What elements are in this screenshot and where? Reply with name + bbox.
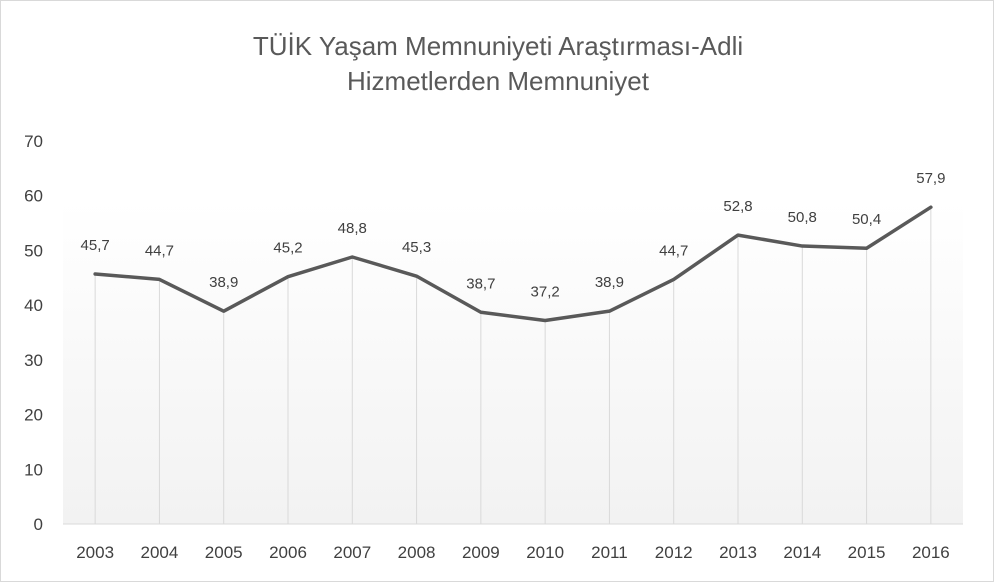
data-label: 48,8 xyxy=(338,220,367,237)
x-tick-label: 2011 xyxy=(591,543,628,562)
data-label: 38,9 xyxy=(595,274,624,291)
data-label: 50,4 xyxy=(852,211,881,228)
chart-title: TÜİK Yaşam Memnuniyeti Araştırması-Adli … xyxy=(1,29,994,99)
y-tick-label: 40 xyxy=(24,296,43,315)
plot-background xyxy=(63,201,963,524)
data-label: 50,8 xyxy=(788,209,817,226)
x-tick-label: 2003 xyxy=(76,543,114,562)
x-tick-label: 2006 xyxy=(269,543,307,562)
data-label: 57,9 xyxy=(916,170,945,187)
x-tick-label: 2008 xyxy=(398,543,436,562)
y-tick-label: 30 xyxy=(24,351,43,370)
y-tick-label: 70 xyxy=(24,132,43,151)
data-label: 37,2 xyxy=(531,283,560,300)
x-tick-label: 2009 xyxy=(462,543,500,562)
data-label: 45,3 xyxy=(402,239,431,256)
x-tick-label: 2010 xyxy=(526,543,564,562)
data-labels: 45,7 44,7 38,9 45,2 48,8 45,3 38,7 37,2 38,9 44,7… xyxy=(81,170,946,300)
chart-title-line-2: Hizmetlerden Memnuniyet xyxy=(346,66,649,96)
x-tick-label: 2015 xyxy=(848,543,886,562)
x-axis-ticks: 2003 2004 2005 2006 2007 2008 2009 2010 2011 2012… xyxy=(76,543,950,562)
y-tick-label: 0 xyxy=(34,515,43,534)
x-tick-label: 2016 xyxy=(912,543,950,562)
data-label: 38,9 xyxy=(209,274,238,291)
data-label: 38,7 xyxy=(466,275,495,292)
series-line xyxy=(93,205,933,323)
x-tick-label: 2012 xyxy=(655,543,693,562)
x-tick-label: 2014 xyxy=(783,543,821,562)
data-label: 45,7 xyxy=(81,237,110,254)
data-label: 44,7 xyxy=(145,242,174,259)
y-tick-label: 10 xyxy=(24,460,43,479)
x-tick-label: 2004 xyxy=(141,543,179,562)
x-tick-label: 2005 xyxy=(205,543,243,562)
y-tick-label: 50 xyxy=(24,241,43,260)
y-tick-label: 60 xyxy=(24,187,43,206)
x-tick-label: 2013 xyxy=(719,543,757,562)
chart-title-line-1: TÜİK Yaşam Memnuniyeti Araştırması-Adli xyxy=(252,31,744,61)
drop-lines xyxy=(94,207,932,524)
data-label: 44,7 xyxy=(659,242,688,259)
x-tick-label: 2007 xyxy=(333,543,371,562)
data-label: 45,2 xyxy=(273,240,302,257)
y-axis-ticks: 0 10 20 30 40 50 60 70 xyxy=(24,132,43,534)
data-label: 52,8 xyxy=(723,198,752,215)
y-tick-label: 20 xyxy=(24,406,43,425)
